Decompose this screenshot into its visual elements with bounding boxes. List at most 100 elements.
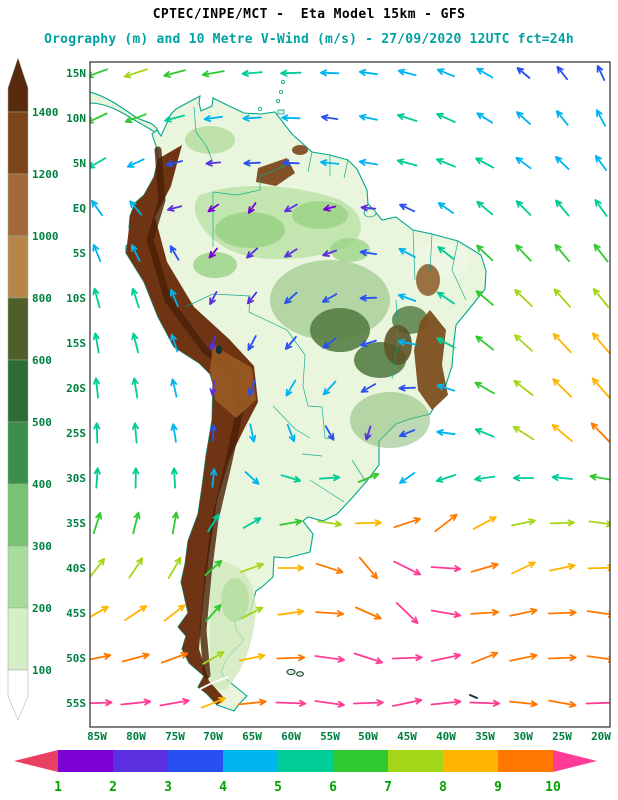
wind-arrow <box>322 380 337 396</box>
wind-arrow <box>398 248 416 258</box>
wind-arrow <box>556 65 568 81</box>
wind-arrow <box>594 155 608 171</box>
wind-arrow <box>515 200 532 216</box>
wind-arrow <box>124 605 148 621</box>
wind-arrow <box>92 332 100 354</box>
oro-scale-label: 600 <box>32 354 52 367</box>
wind-arrow <box>284 203 298 213</box>
wind-arrow <box>319 69 340 77</box>
wind-vector-layer <box>90 65 610 709</box>
oro-scale-label: 1400 <box>32 106 59 119</box>
wind-arrow <box>92 243 102 263</box>
wind-arrow <box>164 114 185 123</box>
wind-scale-segment <box>58 750 113 772</box>
wind-arrow <box>90 157 107 169</box>
wind-arrow <box>436 383 456 392</box>
wind-scale-label: 10 <box>545 780 561 795</box>
wind-arrow <box>353 699 384 707</box>
wind-arrow <box>509 607 538 617</box>
wind-arrow <box>315 610 344 618</box>
wind-scale-segment <box>498 750 553 772</box>
border-brazil-north <box>212 162 292 247</box>
wind-arrow <box>359 249 378 257</box>
brazilian-highlands-patch <box>416 264 440 296</box>
wind-arrow <box>355 606 382 620</box>
wind-arrow <box>353 652 384 665</box>
oro-scale-label: 100 <box>32 664 52 677</box>
wind-arrow <box>209 380 217 396</box>
wind-arrow <box>551 424 573 442</box>
wind-arrow <box>513 379 534 397</box>
wind-arrow <box>237 698 267 706</box>
wind-arrow <box>588 520 610 528</box>
wind-arrow <box>554 243 570 263</box>
wind-arrow <box>511 518 536 527</box>
wind-scale-label: 1 <box>54 780 62 795</box>
wind-scale-segment <box>113 750 168 772</box>
wind-arrow <box>476 200 494 216</box>
wind-arrow <box>555 156 570 170</box>
wind-arrow <box>399 429 416 438</box>
wind-scale-label: 2 <box>109 780 117 795</box>
wind-arrow <box>322 249 337 257</box>
wind-arrow <box>207 513 220 533</box>
wind-arrow <box>397 68 417 77</box>
margarita-island <box>257 106 263 112</box>
wind-scale-label: 8 <box>439 780 447 795</box>
wind-arrow <box>280 474 302 483</box>
oro-scale-segment <box>7 173 29 237</box>
south-georgia-island <box>469 694 478 699</box>
wind-arrow <box>277 564 305 572</box>
wind-arrow <box>395 602 419 624</box>
wind-arrow <box>585 699 610 707</box>
wind-arrow <box>357 472 380 483</box>
lon-label: 35W <box>475 730 495 743</box>
lat-label: 50S <box>66 652 86 665</box>
wind-arrow <box>472 516 497 530</box>
antilles-island <box>275 99 280 104</box>
wind-arrow <box>123 68 148 79</box>
wind-arrow <box>170 333 179 353</box>
wind-scale-label: 3 <box>164 780 172 795</box>
wind-arrow <box>392 697 423 707</box>
falkland-islands <box>286 668 296 676</box>
wind-arrow <box>91 199 103 217</box>
wind-arrow <box>596 65 606 81</box>
lon-label: 80W <box>126 730 146 743</box>
wind-arrow <box>132 467 140 489</box>
wind-arrow <box>360 204 377 212</box>
wind-arrow <box>552 332 572 354</box>
wind-arrow <box>121 652 150 663</box>
wind-arrow <box>242 114 262 122</box>
wind-arrow <box>132 511 141 535</box>
amazon-forest-patch <box>292 201 348 229</box>
amazon-forest-patch <box>215 212 285 248</box>
patagonia-green-patch <box>221 578 249 622</box>
chart-title: CPTEC/INPE/MCT - Eta Model 15km - GFS <box>152 7 466 22</box>
wind-arrow <box>92 511 102 535</box>
wind-arrow <box>280 69 302 77</box>
wind-arrow <box>167 205 183 212</box>
wind-arrow <box>282 159 300 167</box>
wind-arrow <box>284 336 297 350</box>
wind-arrow <box>126 158 145 168</box>
falkland-islands <box>296 671 304 677</box>
wind-arrow <box>209 335 217 351</box>
wind-arrow <box>315 562 344 574</box>
wind-arrow <box>398 293 417 302</box>
wind-arrow <box>242 517 262 529</box>
oro-scale-label: 800 <box>32 292 52 305</box>
wind-arrow <box>208 247 218 259</box>
altiplano-terrain <box>210 345 256 418</box>
wind-arrow <box>476 67 494 79</box>
wind-scale-segment <box>168 750 223 772</box>
wind-arrow <box>509 652 538 662</box>
wind-scale-label: 6 <box>329 780 337 795</box>
wind-arrow <box>476 244 494 262</box>
wind-arrow <box>247 335 257 351</box>
lat-label: 25S <box>66 427 86 440</box>
wind-arrow <box>358 113 378 121</box>
wind-arrow <box>93 377 100 399</box>
wind-arrow <box>358 69 378 76</box>
wind-arrow <box>471 651 499 664</box>
